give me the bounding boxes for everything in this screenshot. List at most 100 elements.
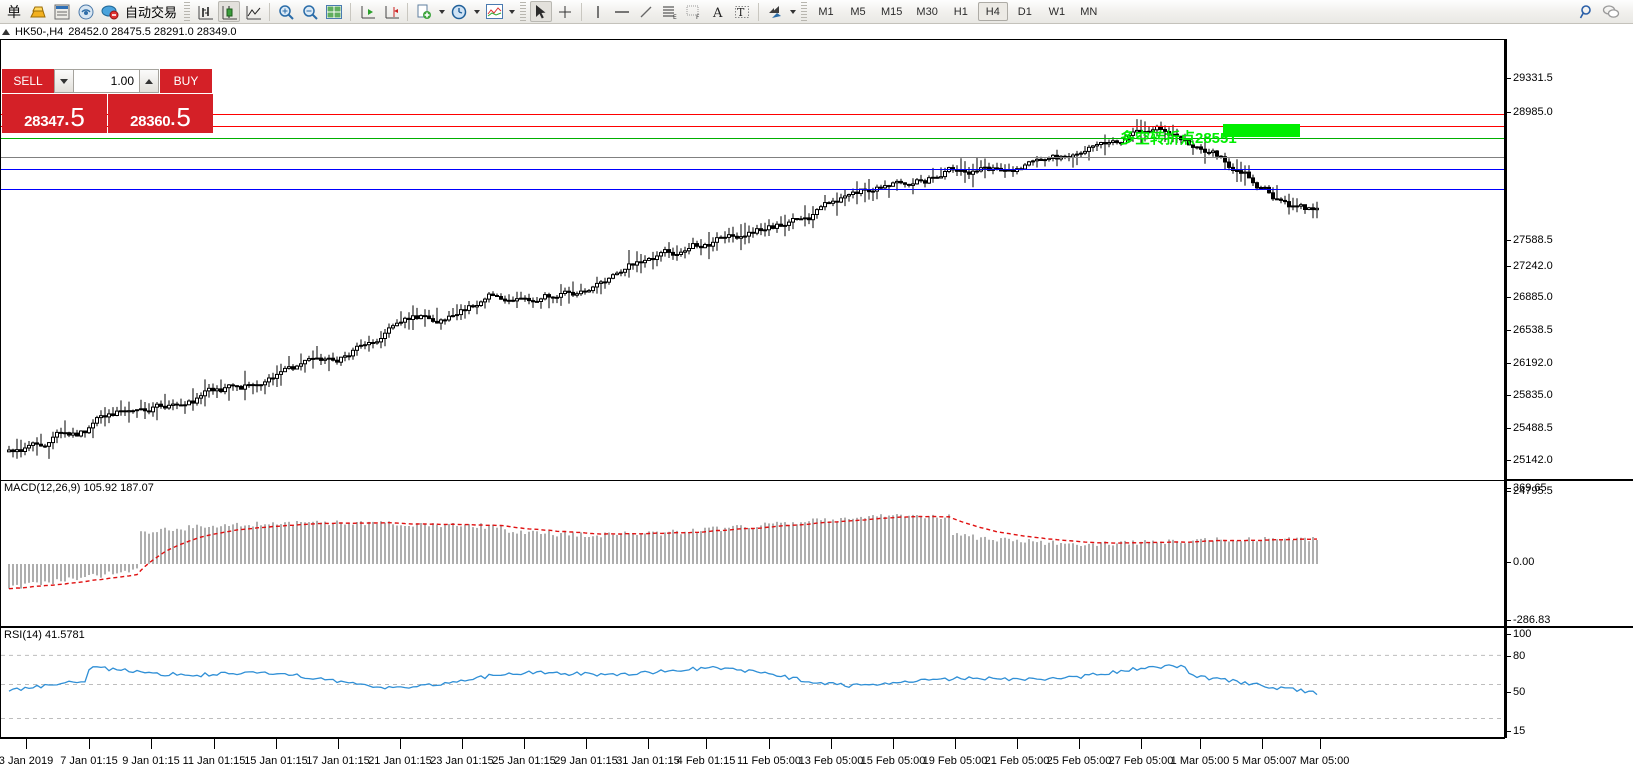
- highlight-rectangle[interactable]: [1223, 124, 1300, 137]
- new-order-icon[interactable]: 单: [3, 1, 25, 22]
- toolbar-right-group: [1575, 1, 1631, 22]
- trade-panel-price-row: 28347 . 5 28360 . 5: [2, 93, 213, 133]
- chat-icon[interactable]: [1600, 1, 1622, 22]
- axis-divider-2: [1505, 626, 1633, 628]
- periodicity-dropdown-icon[interactable]: [471, 1, 482, 22]
- expert-advisor-icon[interactable]: [99, 1, 121, 22]
- volume-decrement-icon[interactable]: [54, 69, 74, 93]
- rsi-tick: 100: [1507, 628, 1531, 640]
- toolbar-grip[interactable]: [184, 2, 191, 21]
- search-icon[interactable]: [1576, 1, 1598, 22]
- timeframe-h4[interactable]: H4: [977, 2, 1008, 21]
- zoom-out-icon[interactable]: [299, 1, 321, 22]
- candlestick-chart-icon[interactable]: [218, 1, 241, 22]
- macd-tick: -286.83: [1507, 614, 1550, 626]
- chart-area[interactable]: HK50-,H4 28452.0 28475.5 28291.0 28349.0…: [0, 24, 1633, 776]
- svg-text:单: 单: [7, 5, 21, 20]
- timeframe-m5[interactable]: M5: [850, 5, 866, 18]
- new-template-icon[interactable]: [413, 1, 435, 22]
- rsi-pane[interactable]: RSI(14) 41.5781: [0, 627, 1505, 738]
- chart-annotation-text[interactable]: 多空转折点28551: [1120, 130, 1237, 147]
- time-tick-mark: [831, 739, 832, 749]
- trendline-icon[interactable]: [635, 1, 657, 22]
- symbol-label: HK50-,H4: [15, 26, 64, 38]
- chart-shift-icon[interactable]: [380, 1, 402, 22]
- price-tick: 26538.5: [1507, 324, 1553, 336]
- text-label-icon[interactable]: A: [707, 1, 729, 22]
- volume-input[interactable]: 1.00: [74, 69, 139, 93]
- price-axis[interactable]: 29331.5 28985.0 27588.5 27242.0 26885.0 26538…: [1505, 39, 1633, 738]
- crosshair-icon[interactable]: [554, 1, 576, 22]
- timeframe-w1[interactable]: W1: [1048, 5, 1066, 18]
- tile-windows-icon[interactable]: [323, 1, 345, 22]
- one-click-trading-panel[interactable]: SELL 1.00 BUY 28347 . 5 28360 . 5: [2, 69, 213, 133]
- collapse-triangle-icon[interactable]: [2, 29, 10, 35]
- buy-price[interactable]: 28360 . 5: [108, 93, 213, 133]
- time-axis[interactable]: 3 Jan 2019 7 Jan 01:15 9 Jan 01:15 11 Jan 0…: [0, 738, 1505, 776]
- time-tick-mark: [1017, 739, 1018, 749]
- buy-price-separator: .: [170, 109, 176, 129]
- horizontal-line-icon[interactable]: [611, 1, 633, 22]
- line-chart-icon[interactable]: [242, 1, 264, 22]
- price-tick: 25488.5: [1507, 422, 1553, 434]
- take-profit-1-line[interactable]: [1, 114, 1504, 115]
- data-window-icon[interactable]: [51, 1, 73, 22]
- rsi-tick: 80: [1507, 650, 1525, 662]
- toolbar-separator-4: [581, 2, 583, 21]
- last-price-line[interactable]: [1, 157, 1504, 158]
- time-tick-mark: [893, 739, 894, 749]
- time-tick-label: 23 Jan 01:15: [430, 755, 494, 767]
- indicators-icon[interactable]: [483, 1, 505, 22]
- macd-pane[interactable]: MACD(12,26,9) 105.92 187.07: [0, 480, 1505, 627]
- timeframe-h1[interactable]: H1: [953, 5, 968, 18]
- fibonacci-icon[interactable]: E: [659, 1, 681, 22]
- timeframe-d1[interactable]: D1: [1017, 5, 1032, 18]
- vertical-line-icon[interactable]: [587, 1, 609, 22]
- svg-text:A: A: [712, 6, 723, 20]
- timeframe-m1[interactable]: M1: [818, 5, 834, 18]
- indicators-dropdown-icon[interactable]: [506, 1, 517, 22]
- time-tick-label: 15 Feb 05:00: [860, 755, 926, 767]
- auto-scroll-icon[interactable]: [356, 1, 378, 22]
- toolbar-grip-2[interactable]: [520, 2, 527, 21]
- price-pane[interactable]: 多空转折点28551: [0, 39, 1505, 480]
- time-tick-mark: [338, 739, 339, 749]
- fibonacci-fan-icon[interactable]: F: [683, 1, 705, 22]
- stop-level-2-line[interactable]: [1, 189, 1504, 190]
- stop-level-1-line[interactable]: [1, 169, 1504, 170]
- time-tick-mark: [276, 739, 277, 749]
- volume-stepper[interactable]: 1.00: [54, 69, 159, 93]
- timeframe-m30[interactable]: M30: [916, 5, 938, 18]
- sell-button[interactable]: SELL: [2, 69, 54, 93]
- bar-chart-icon[interactable]: [194, 1, 216, 22]
- zoom-in-icon[interactable]: [275, 1, 297, 22]
- support-line-line[interactable]: [1, 138, 1504, 139]
- arrows-icon[interactable]: [764, 1, 786, 22]
- arrows-dropdown-icon[interactable]: [787, 1, 798, 22]
- autotrade-label[interactable]: 自动交易: [125, 5, 178, 20]
- time-tick-label: 11 Jan 01:15: [182, 755, 246, 767]
- time-tick-mark: [648, 739, 649, 749]
- sell-price-fraction: 5: [70, 102, 85, 132]
- take-profit-2-line[interactable]: [1, 126, 1504, 127]
- time-tick-label: 21 Jan 01:15: [368, 755, 432, 767]
- gold-bars-icon[interactable]: [27, 1, 49, 22]
- toolbar-grip-3[interactable]: [801, 2, 808, 21]
- price-tick: 27242.0: [1507, 260, 1553, 272]
- signals-icon[interactable]: [75, 1, 97, 22]
- macd-plot: [8, 514, 1318, 590]
- timeframe-m15[interactable]: M15: [881, 5, 903, 18]
- volume-increment-icon[interactable]: [139, 69, 159, 93]
- time-tick-label: 15 Jan 01:15: [244, 755, 308, 767]
- periodicity-icon[interactable]: [448, 1, 470, 22]
- rsi-tick: 50: [1507, 686, 1525, 698]
- buy-button[interactable]: BUY: [160, 69, 212, 93]
- template-dropdown-icon[interactable]: [436, 1, 447, 22]
- cursor-icon[interactable]: [530, 1, 553, 22]
- macd-tick: 369.65: [1507, 482, 1547, 494]
- time-tick-label: 3 Jan 2019: [0, 755, 54, 767]
- text-box-icon[interactable]: T: [731, 1, 753, 22]
- timeframe-mn[interactable]: MN: [1080, 5, 1098, 18]
- svg-text:E: E: [673, 14, 677, 20]
- sell-price[interactable]: 28347 . 5: [2, 93, 107, 133]
